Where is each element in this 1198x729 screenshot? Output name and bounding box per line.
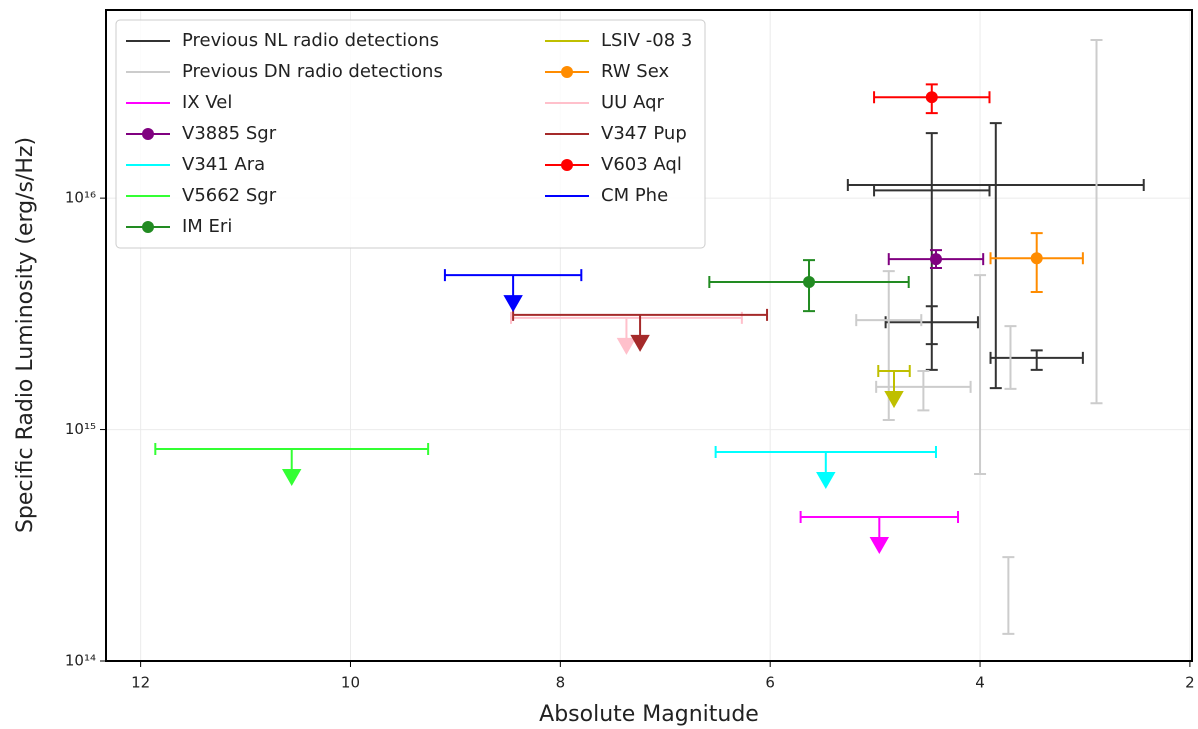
legend-label: V603 Aql bbox=[601, 154, 682, 175]
x-error bbox=[714, 445, 937, 458]
y-error bbox=[917, 370, 930, 412]
legend-label: Previous NL radio detections bbox=[182, 30, 439, 51]
point bbox=[803, 276, 816, 289]
x-tick-label: 2 bbox=[1185, 674, 1195, 692]
error-bar bbox=[884, 305, 979, 346]
legend-marker bbox=[142, 128, 154, 140]
y-error bbox=[1030, 349, 1043, 371]
legend-marker bbox=[142, 221, 154, 233]
x-tick-label: 6 bbox=[765, 674, 775, 692]
y-error bbox=[989, 122, 1002, 390]
upper-limit-arrow bbox=[816, 451, 836, 490]
legend-label: IM Eri bbox=[182, 216, 232, 237]
y-tick-label: 10¹⁵ bbox=[65, 420, 96, 438]
upper-limit-arrow bbox=[884, 371, 904, 409]
y-error bbox=[974, 274, 987, 475]
x-tick-label: 10 bbox=[341, 674, 360, 692]
y-error bbox=[1090, 39, 1103, 405]
legend-label: V347 Pup bbox=[601, 123, 687, 144]
legend-label: V3885 Sgr bbox=[182, 123, 277, 144]
y-error bbox=[925, 305, 938, 346]
error-bar bbox=[1004, 325, 1017, 390]
upper-limit-arrow bbox=[869, 516, 890, 555]
legend-label: UU Aqr bbox=[601, 92, 664, 113]
legend-label: CM Phe bbox=[601, 185, 668, 206]
error-bar bbox=[875, 370, 972, 412]
x-axis-title: Absolute Magnitude bbox=[539, 702, 759, 727]
point bbox=[925, 91, 938, 104]
error-bar bbox=[846, 122, 1145, 390]
plot-frame bbox=[105, 9, 1193, 662]
legend-label: LSIV -08 3 bbox=[601, 30, 692, 51]
error-bar bbox=[1002, 556, 1015, 635]
error-bar bbox=[974, 274, 987, 475]
x-tick-label: 4 bbox=[975, 674, 985, 692]
y-tick-label: 10¹⁶ bbox=[65, 189, 96, 207]
x-tick-label: 12 bbox=[131, 674, 150, 692]
error-bar bbox=[1090, 39, 1103, 405]
error-bar bbox=[855, 270, 923, 421]
y-error bbox=[1004, 325, 1017, 390]
legend-label: RW Sex bbox=[601, 61, 669, 82]
x-tick-label: 8 bbox=[556, 674, 566, 692]
legend-marker bbox=[561, 159, 573, 171]
legend-label: V341 Ara bbox=[182, 154, 265, 175]
legend-label: Previous DN radio detections bbox=[182, 61, 443, 82]
y-error bbox=[1002, 556, 1015, 635]
legend-box bbox=[115, 19, 706, 249]
upper-limit-arrow bbox=[503, 275, 523, 313]
y-tick-label: 10¹⁴ bbox=[65, 652, 96, 670]
x-error bbox=[799, 510, 960, 523]
point bbox=[929, 253, 942, 266]
y-axis-title: Specific Radio Luminosity (erg/s/Hz) bbox=[13, 137, 38, 533]
legend-label: V5662 Sgr bbox=[182, 185, 277, 206]
legend-marker bbox=[561, 66, 573, 78]
upper-limit-arrow bbox=[630, 314, 650, 352]
upper-limit-arrow bbox=[281, 449, 302, 487]
upper-limit-arrow bbox=[616, 317, 637, 355]
point bbox=[1030, 252, 1043, 265]
legend-label: IX Vel bbox=[182, 92, 232, 113]
error-bar bbox=[989, 349, 1084, 371]
